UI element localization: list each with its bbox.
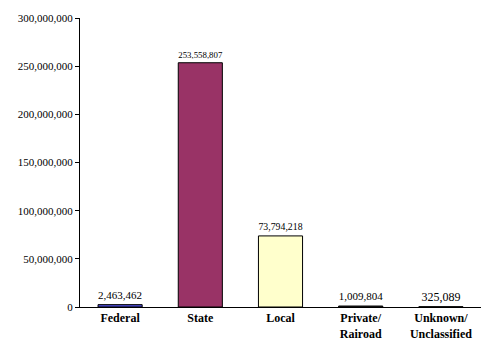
svg-text:State: State [187, 311, 214, 325]
svg-text:0: 0 [67, 301, 73, 313]
svg-text:100,000,000: 100,000,000 [18, 205, 74, 217]
svg-text:Federal: Federal [100, 311, 140, 325]
svg-text:73,794,218: 73,794,218 [258, 221, 302, 232]
svg-text:50,000,000: 50,000,000 [23, 253, 73, 265]
svg-text:300,000,000: 300,000,000 [18, 12, 74, 24]
svg-text:Private/Rairoad: Private/Rairoad [340, 311, 382, 341]
svg-text:325,089: 325,089 [421, 290, 460, 304]
svg-text:Unknown/Unclassified: Unknown/Unclassified [410, 311, 472, 341]
svg-text:1,009,804: 1,009,804 [339, 290, 384, 302]
svg-text:2,463,462: 2,463,462 [98, 289, 142, 301]
svg-text:250,000,000: 250,000,000 [18, 60, 74, 72]
svg-text:200,000,000: 200,000,000 [18, 108, 74, 120]
svg-text:253,558,807: 253,558,807 [178, 50, 223, 60]
svg-text:150,000,000: 150,000,000 [18, 156, 74, 168]
svg-text:Local: Local [266, 311, 295, 325]
